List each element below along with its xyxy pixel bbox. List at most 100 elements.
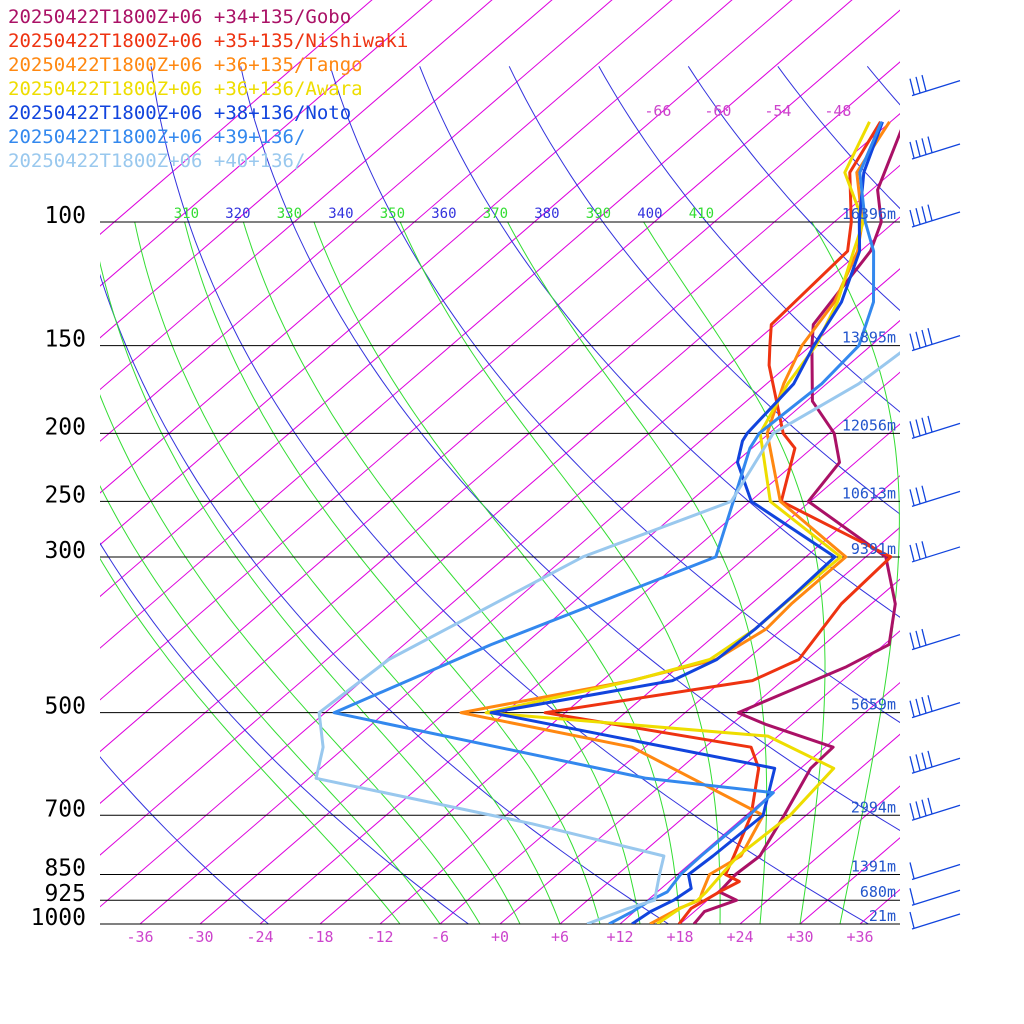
height-label: 10613m <box>842 484 896 502</box>
isotherm-line <box>859 888 900 924</box>
height-label: 21m <box>869 907 896 925</box>
moist-adiabat-line <box>811 221 900 924</box>
temperature-tick-label: -12 <box>366 928 393 946</box>
isotherm-line <box>679 733 900 924</box>
theta-label: 410 <box>689 206 714 222</box>
theta-label: 340 <box>328 206 353 222</box>
temperature-tick-label: +6 <box>551 928 569 946</box>
moist-adiabat-line <box>399 221 721 924</box>
dry-adiabat-line <box>687 66 900 312</box>
height-label: 16396m <box>842 205 896 223</box>
theta-label: 390 <box>586 206 611 222</box>
isotherm-line <box>619 681 900 924</box>
temperature-tick-label: +24 <box>726 928 753 946</box>
dry-adiabat-line <box>100 542 470 924</box>
isotherm-line <box>920 0 1024 924</box>
legend-entry: 20250422T1800Z+06 +36+136/Awara <box>8 78 363 100</box>
wind-barb <box>909 628 961 651</box>
isotherm-label: -48 <box>824 102 851 120</box>
isotherm-line <box>379 475 900 924</box>
isotherm-line <box>559 630 900 924</box>
legend-entry: 20250422T1800Z+06 +36+135/Tango <box>8 54 363 76</box>
pressure-tick-label: 700 <box>44 796 86 822</box>
pressure-tick-label: 250 <box>44 482 86 508</box>
isotherm-label: -60 <box>704 102 731 120</box>
isotherm-line <box>739 785 900 924</box>
pressure-tick-label: 850 <box>44 855 86 881</box>
wind-barb <box>909 204 961 228</box>
temperature-tick-label: +30 <box>786 928 813 946</box>
dry-adiabat-line <box>598 66 900 413</box>
dry-adiabat-line <box>100 756 270 924</box>
isotherm-line <box>499 578 900 924</box>
chart-legend: 20250422T1800Z+06 +34+135/Gobo 20250422T1… <box>8 5 408 173</box>
dry-adiabat-line <box>100 273 670 924</box>
pressure-tick-label: 150 <box>44 327 86 353</box>
height-label: 9391m <box>851 540 896 558</box>
sounding-series-line <box>692 129 900 924</box>
wind-barb <box>909 797 961 821</box>
legend-entry: 20250422T1800Z+06 +38+136/Noto <box>8 102 352 124</box>
height-label: 2994m <box>851 798 896 816</box>
temperature-tick-label: -36 <box>126 928 153 946</box>
moist-adiabat-line <box>100 261 521 924</box>
moist-adiabat-line <box>313 221 681 924</box>
temperature-tick-label: +0 <box>491 928 509 946</box>
wind-barb <box>909 911 961 930</box>
wind-barb <box>909 328 961 352</box>
dry-adiabat-line <box>329 66 900 724</box>
moist-adiabat-line <box>242 221 641 924</box>
temperature-tick-label: +36 <box>846 928 873 946</box>
wind-barb <box>909 415 961 439</box>
temperature-tick-label: +18 <box>666 928 693 946</box>
height-label: 5659m <box>851 696 896 714</box>
theta-label: 350 <box>380 206 405 222</box>
temperature-tick-label: -24 <box>246 928 273 946</box>
height-label: 680m <box>860 883 896 901</box>
theta-label: 370 <box>483 206 508 222</box>
isotherm-line <box>100 0 433 287</box>
isotherm-line <box>100 0 493 339</box>
sounding-series-line <box>314 351 900 924</box>
pressure-tick-label: 500 <box>44 694 86 720</box>
legend-entry: 20250422T1800Z+06 +39+136/ <box>8 126 306 148</box>
wind-barb <box>909 750 961 774</box>
temperature-tick-label: -18 <box>306 928 333 946</box>
dry-adiabat-line <box>419 66 900 618</box>
pressure-tick-label: 1000 <box>31 905 86 931</box>
pressure-tick-label: 925 <box>44 881 86 907</box>
dry-adiabat-line <box>240 66 900 832</box>
dry-adiabat-line <box>508 66 900 515</box>
wind-barb <box>909 862 961 881</box>
theta-label: 400 <box>637 206 662 222</box>
temperature-tick-label: +12 <box>606 928 633 946</box>
wind-barb <box>909 888 961 906</box>
wind-barb <box>909 485 961 507</box>
isotherm-line <box>439 526 900 924</box>
wind-barb <box>909 136 961 160</box>
sounding-series-line <box>332 121 883 924</box>
temperature-tick-label: -6 <box>431 928 449 946</box>
moist-adiabat-line <box>134 221 561 924</box>
isotherm-line <box>319 423 900 924</box>
legend-entry: 20250422T1800Z+06 +40+136/ <box>8 150 306 172</box>
moist-adiabat-line <box>100 484 441 924</box>
isotherm-label: -54 <box>764 102 791 120</box>
moist-adiabat-line <box>184 221 601 924</box>
theta-label: 330 <box>277 206 302 222</box>
isotherm-line <box>100 0 553 391</box>
sounding-series-line <box>543 121 893 924</box>
pressure-tick-label: 200 <box>44 414 86 440</box>
theta-label: 380 <box>534 206 559 222</box>
dry-adiabat-line <box>150 66 870 924</box>
wind-barb <box>909 695 961 719</box>
isotherm-line <box>980 0 1024 924</box>
height-label: 12056m <box>842 416 896 434</box>
sounding-series-line <box>489 121 884 924</box>
theta-label: 360 <box>431 206 456 222</box>
sounding-series-line <box>484 121 871 924</box>
isotherm-label: -66 <box>644 102 671 120</box>
isotherm-line <box>100 0 373 236</box>
temperature-tick-label: -30 <box>186 928 213 946</box>
